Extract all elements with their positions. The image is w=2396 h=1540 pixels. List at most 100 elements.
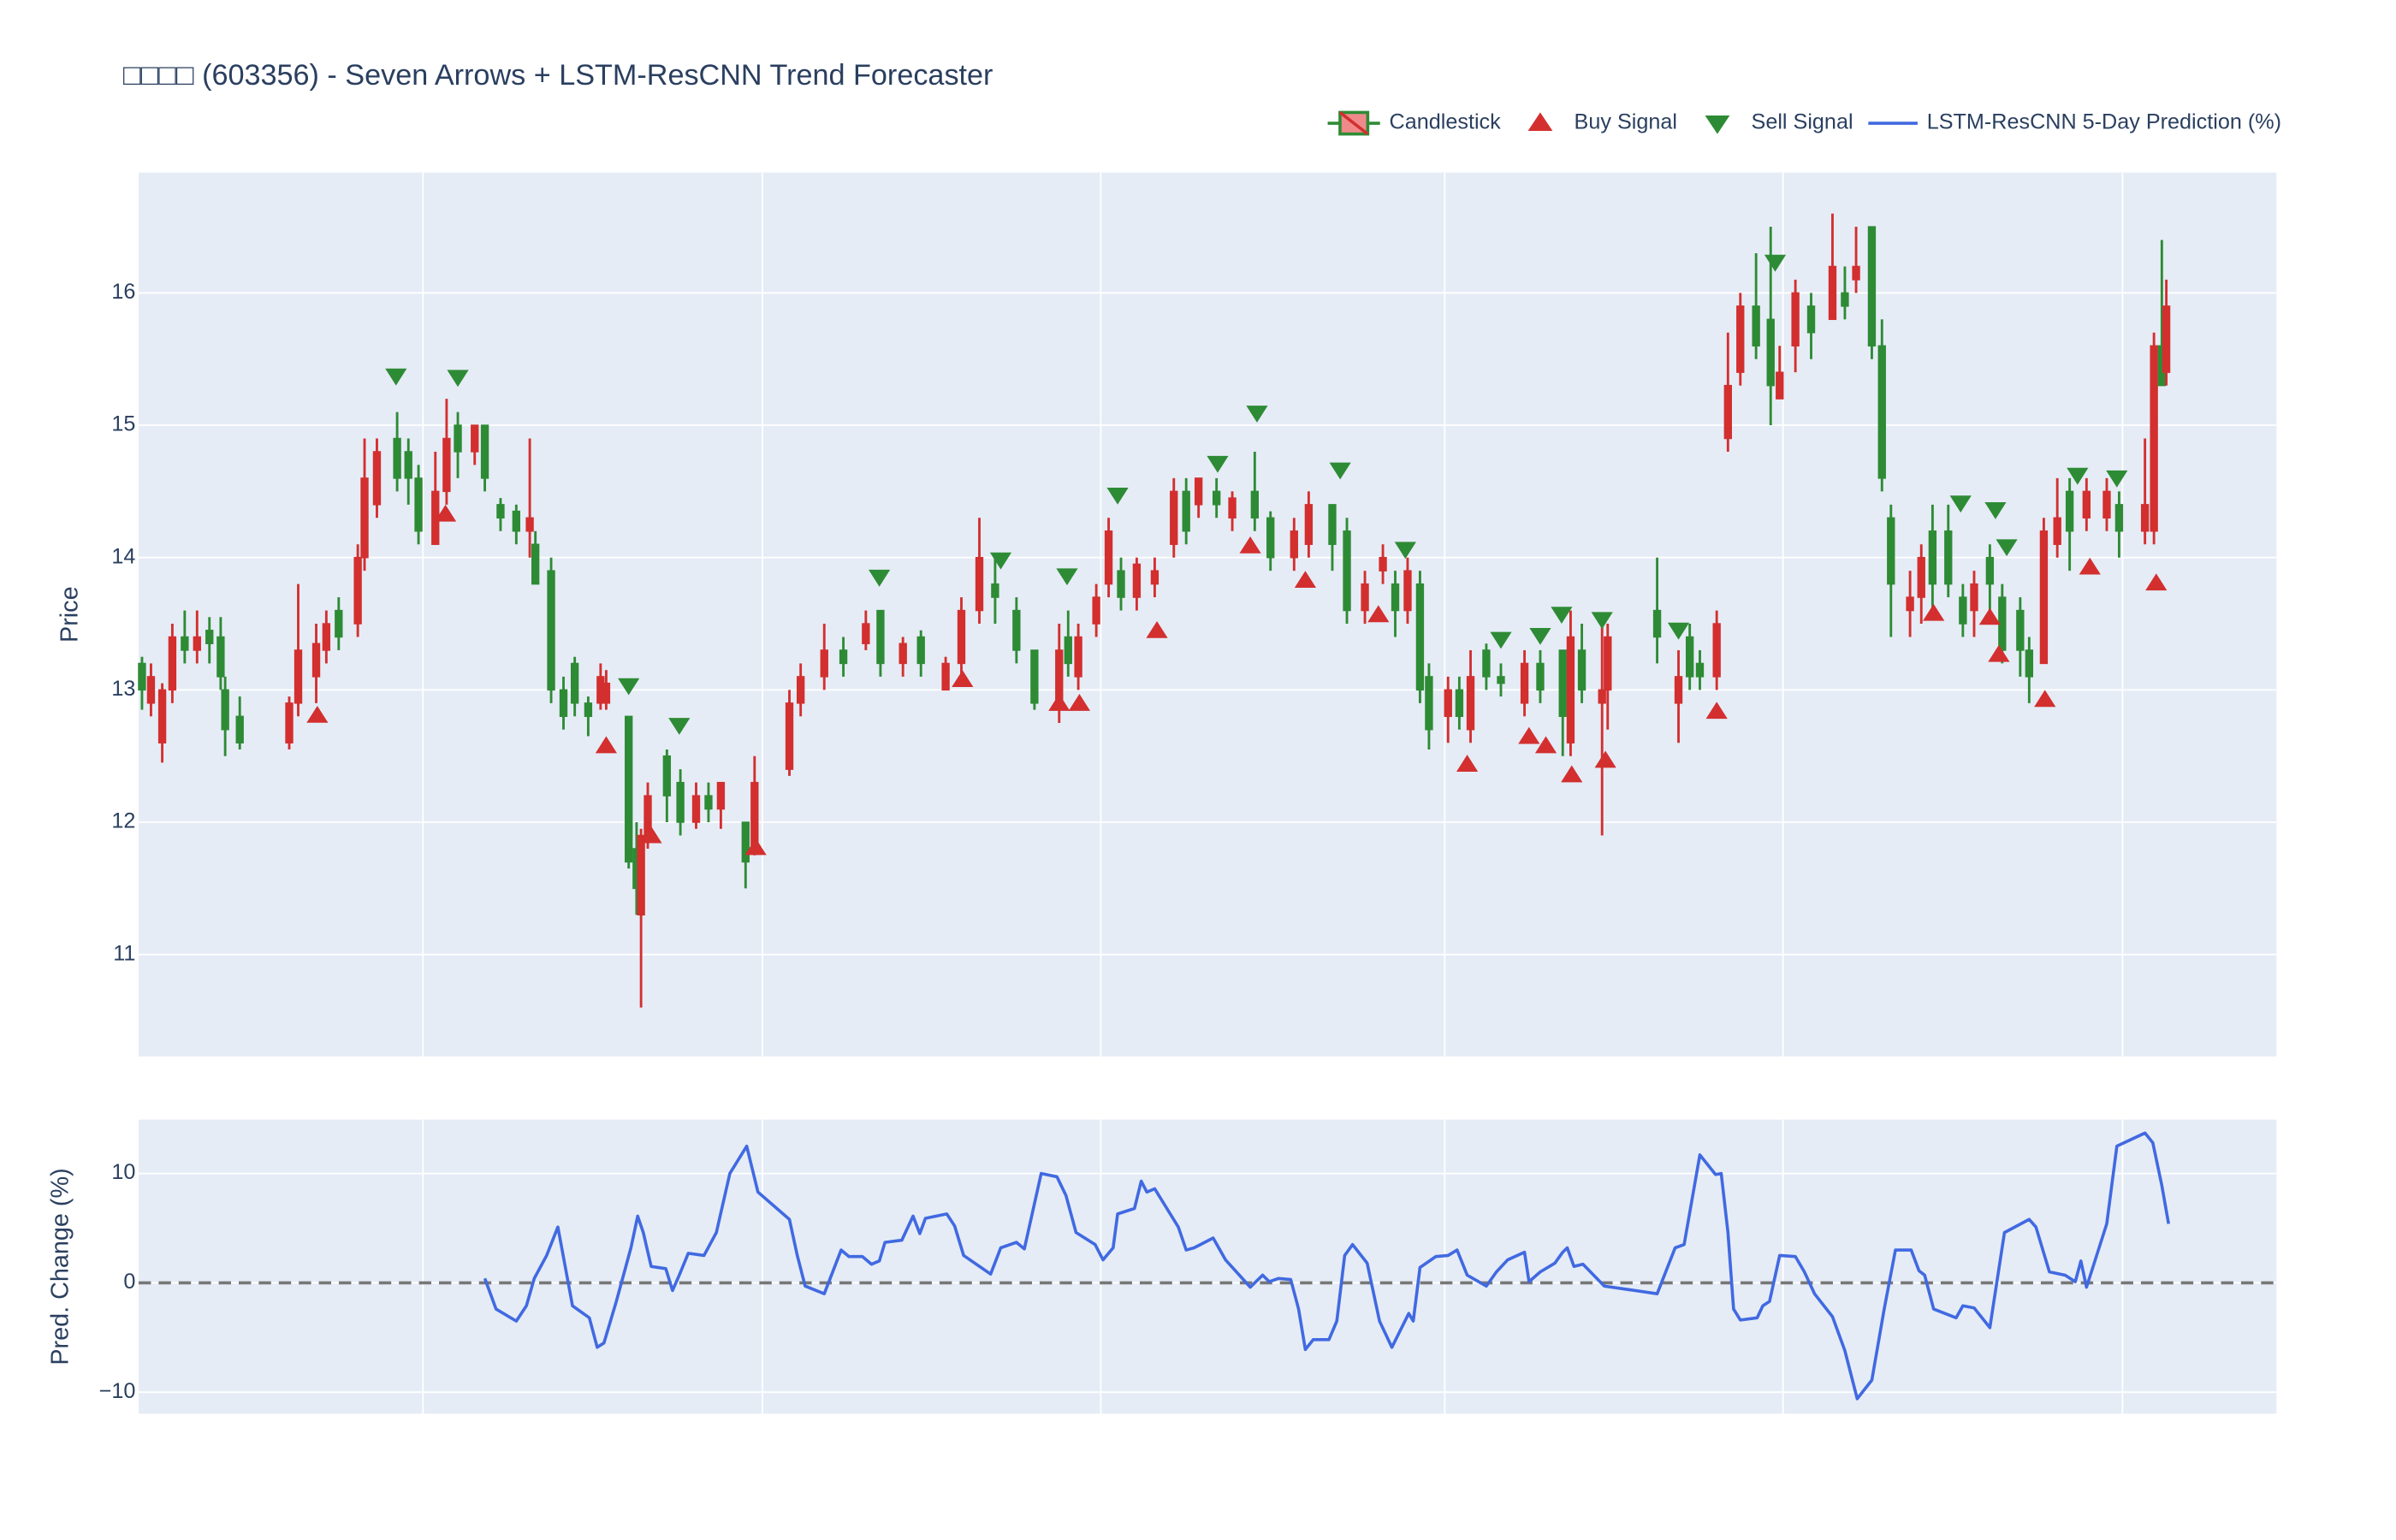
candle-body (2114, 504, 2124, 532)
buy-marker (1561, 765, 1583, 783)
buy-marker (1456, 755, 1479, 772)
candle-body (1290, 530, 1298, 559)
sell-marker (1329, 462, 1351, 480)
buy-marker (640, 826, 662, 844)
candle-body (704, 795, 713, 810)
candle-body (957, 609, 966, 665)
candle-body (1030, 649, 1039, 704)
y-tick-label: 14 (111, 544, 135, 568)
sell-marker (1394, 542, 1416, 560)
candle-body (235, 715, 244, 743)
candle-body (442, 437, 451, 493)
candle-body (1652, 609, 1662, 638)
candle-body (1712, 623, 1721, 678)
candle-body (311, 643, 321, 678)
y-tick-label: 0 (123, 1270, 135, 1294)
candle-body (741, 821, 750, 863)
candle-body (294, 649, 303, 704)
candle-body (221, 689, 229, 731)
y-tick-label: 12 (111, 809, 135, 833)
candle-body (1520, 662, 1529, 704)
candle-body (1723, 384, 1733, 440)
candle-body (691, 795, 701, 823)
candle-body (975, 556, 984, 612)
buy-marker (2034, 690, 2056, 708)
candle-body (2039, 530, 2049, 665)
candle-body (525, 517, 534, 532)
candle-body (335, 609, 343, 638)
candle-body (1391, 583, 1400, 612)
candle-body (820, 649, 828, 678)
candle-body (570, 662, 579, 704)
candle-body (1906, 596, 1914, 612)
candle-body (1776, 371, 1784, 400)
candle-body (898, 643, 907, 665)
sell-marker (668, 718, 691, 735)
candle-body (1182, 490, 1190, 532)
y-axis-title: Price (56, 586, 83, 643)
candle-body (205, 630, 214, 644)
candle-body (1877, 345, 1886, 479)
candle-body (1674, 676, 1683, 704)
sell-marker (1529, 627, 1551, 645)
candle-body (1132, 563, 1142, 598)
candle-body (181, 636, 189, 651)
candle-body (602, 682, 611, 704)
buy-marker (952, 670, 974, 687)
candle-body (1074, 636, 1082, 678)
candle-body (716, 781, 726, 810)
sell-marker (989, 552, 1012, 570)
buy-marker (595, 736, 618, 754)
buy-marker (744, 838, 767, 856)
candle-body (1736, 305, 1745, 373)
candle-body (454, 424, 462, 453)
sell-marker (447, 370, 469, 388)
candle-body (750, 781, 759, 850)
candle-body (547, 570, 555, 691)
candle-body (138, 662, 146, 691)
legend-label: LSTM-ResCNN 5-Day Prediction (%) (1927, 110, 2281, 134)
sell-marker (618, 678, 640, 696)
buy-marker (1923, 603, 1945, 621)
candle-body (322, 623, 331, 651)
candle-body (1328, 504, 1337, 545)
candle-body (404, 451, 412, 479)
candle-body (1170, 490, 1178, 545)
sell-marker (1764, 254, 1787, 272)
chart-title: □□□□ (603356) - Seven Arrows + LSTM-ResC… (123, 59, 993, 92)
candle-body (1867, 226, 1877, 346)
candle-body (991, 583, 999, 598)
candle-body (1944, 530, 1953, 585)
candle-body (916, 636, 925, 665)
plot-background (138, 1119, 2277, 1414)
candle-body (1828, 265, 1837, 321)
candle-body (216, 636, 225, 678)
candle-body (785, 702, 794, 770)
candle-body (637, 834, 645, 916)
candle-body (2082, 490, 2091, 519)
y-axis-title: Pred. Change (%) (47, 1168, 74, 1365)
candle-body (876, 609, 885, 665)
sell-marker (1667, 622, 1690, 640)
candle-body (1695, 662, 1705, 678)
sell-marker (1996, 539, 2018, 557)
buy-marker (2145, 573, 2168, 591)
candle-body (531, 543, 540, 585)
candle-body (1928, 530, 1937, 585)
candle-body (414, 477, 423, 532)
legend-icon (1338, 111, 1369, 136)
sell-marker (1984, 502, 2007, 519)
sell-marker (2067, 467, 2089, 485)
candle-body (1403, 570, 1412, 612)
legend-icon (1527, 112, 1553, 132)
buy-marker (1988, 644, 2010, 662)
sell-marker (1551, 607, 1573, 625)
candle-body (2150, 345, 2158, 532)
sell-marker (2106, 470, 2128, 488)
sell-marker (1246, 406, 1268, 423)
candle-body (839, 649, 848, 665)
legend-label: Sell Signal (1752, 110, 1853, 134)
candle-body (862, 623, 870, 644)
y-tick-label: 13 (111, 677, 135, 701)
